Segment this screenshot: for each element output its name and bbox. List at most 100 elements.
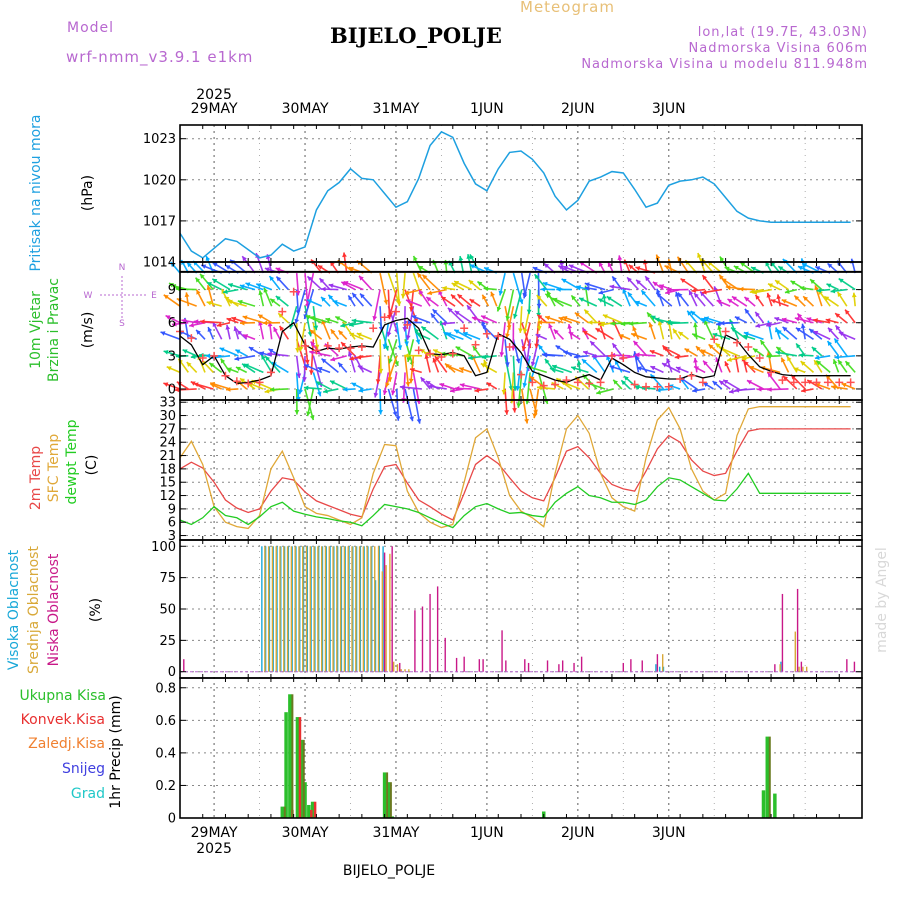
wind-arrowhead [599,322,605,327]
wind-arrowhead [163,382,169,387]
wind-arrowhead [715,343,721,348]
y-tick-label: 12 [159,489,176,504]
compass-s: S [119,319,125,329]
wind-arrowhead [673,328,678,334]
wind-arrowhead [776,294,782,300]
wind-arrowhead [766,322,772,328]
wind-arrowhead [329,380,335,385]
wind-arrowhead [827,263,833,269]
wind-axis-unit: (m/s) [80,312,96,349]
wind-arrowhead [256,283,262,288]
wind-arrow [505,305,515,339]
wind-arrowhead [834,354,840,360]
wind-arrowhead [332,300,338,305]
wind-gust-marker [823,378,832,387]
wind-arrow [522,322,531,352]
wind-arrowhead [571,295,577,301]
wind-arrowhead [825,318,831,323]
wind-arrowhead [451,294,456,300]
wind-arrowhead [760,340,765,346]
wind-arrow [295,322,299,353]
day-label-top: 30MAY [282,101,329,117]
wind-arrowhead [212,278,218,284]
wind-arrowhead [635,384,640,390]
wind-arrowhead [743,361,749,366]
wind-arrowhead [166,366,172,371]
wind-gust-marker [562,376,571,385]
wind-arrowhead [303,385,309,391]
wind-arrowhead [209,362,215,368]
wind-arrowhead [483,359,488,365]
wind-arrowhead [338,330,344,336]
wind-arrowhead [468,280,474,285]
wind-arrow [379,339,382,374]
wind-arrowhead [776,346,782,352]
wind-arrowhead [656,387,661,393]
wind-arrowhead [582,330,588,336]
wind-arrowhead [190,381,196,386]
wind-arrowhead [402,327,408,332]
wind-gust-marker [403,320,412,329]
wind-gust-marker [380,313,389,322]
wind-arrowhead [612,343,618,349]
wind-arrowhead [734,316,740,321]
wind-arrowhead [536,385,542,391]
wind-arrowhead [382,344,388,349]
cloud-axis-unit: (%) [88,598,104,622]
wind-arrowhead [584,309,590,315]
wind-gust-marker [653,382,662,391]
wind-arrowhead [295,347,300,353]
wind-arrowhead [471,316,477,321]
wind-arrowhead [708,344,714,350]
wind-arrowhead [309,329,315,335]
pressure-axis-title: Pritisak na nivou mora [28,114,44,271]
wind-arrowhead [628,321,634,327]
precip-legend-2: Zaledj.Kisa [28,736,105,752]
wind-arrowhead [432,357,438,363]
wind-arrowhead [767,387,772,392]
wind-arrow [312,322,319,350]
wind-arrowhead [567,324,573,329]
wind-arrowhead [415,339,421,345]
wind-arrow [512,272,524,305]
wind-arrowhead [558,316,564,322]
wind-arrowhead [677,292,683,298]
wind-arrowhead [261,354,266,360]
wind-arrowhead [294,410,300,415]
wind-arrowhead [797,265,803,271]
wind-arrow [406,306,415,340]
wind-arrowhead [409,306,414,312]
wind-arrowhead [342,252,347,258]
wind-arrowhead [413,255,418,261]
compass-w: W [84,291,93,301]
altitude-label: Nadmorska Visina 606m [688,41,868,56]
wind-gust-marker [278,307,287,316]
wind-arrowhead [532,413,538,419]
day-label-top: 31MAY [372,101,419,117]
wind-arrowhead [794,295,800,301]
wind-arrowhead [206,282,212,287]
wind-arrowhead [486,382,492,387]
wind-arrowhead [481,324,487,330]
wind-arrow [519,306,523,333]
wind-arrowhead [474,387,480,393]
day-label-bottom: 1JUN [470,825,504,841]
wind-arrowhead [795,327,801,333]
wind-arrowhead [659,284,665,289]
wind-arrowhead [591,353,597,359]
wind-arrowhead [583,350,589,356]
wind-arrow [373,289,381,321]
day-label-bottom: 3JUN [652,825,686,841]
wind-arrowhead [347,351,353,357]
wind-arrowhead [537,319,543,325]
y-tick-label: 0.4 [155,746,176,761]
wind-arrowhead [806,317,812,322]
wind-arrowhead [802,263,808,268]
wind-arrowhead [432,309,438,315]
year-label-top: 2025 [196,87,232,103]
wind-arrowhead [276,276,282,282]
wind-arrowhead [309,415,315,421]
wind-arrowhead [306,411,311,417]
wind-arrowhead [610,321,615,326]
wind-arrowhead [305,315,311,320]
